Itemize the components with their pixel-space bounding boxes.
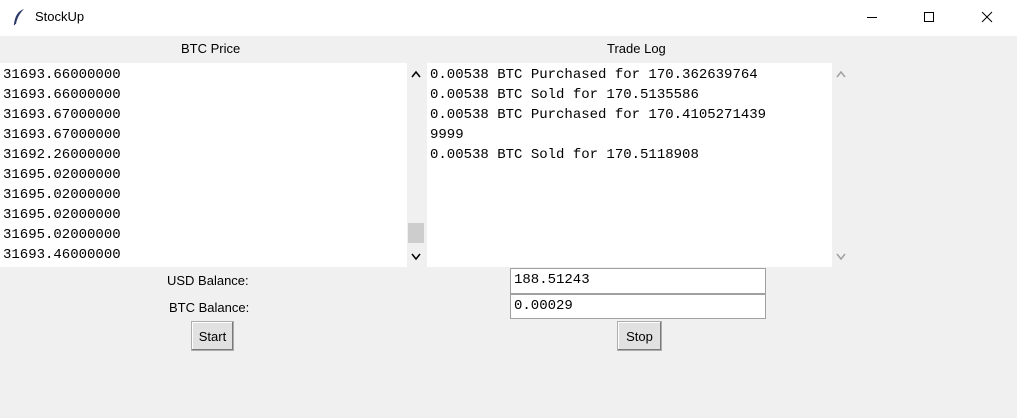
stop-button[interactable]: Stop [617,321,662,351]
feather-icon [13,9,24,26]
list-item: 31692.26000000 [3,147,121,163]
list-item: 31693.67000000 [3,127,121,143]
list-item: 31693.66000000 [3,67,121,83]
list-item: 31695.02000000 [3,207,121,223]
trade-log-scrollbar[interactable] [832,63,850,267]
list-item: 0.00538 BTC Sold for 170.5118908 [430,147,699,163]
usd-balance-label: USD Balance: [167,273,249,288]
trade-log-label: Trade Log [607,41,666,56]
start-button[interactable]: Start [191,321,234,351]
chevron-up-icon [410,70,421,77]
scroll-down-arrow[interactable] [832,248,849,265]
list-item: 0.00538 BTC Purchased for 170.4105271439 [430,107,767,123]
list-item: 31693.66000000 [3,87,121,103]
usd-balance-field[interactable]: 188.51243 [510,268,766,294]
list-item: 0.00538 BTC Sold for 170.5135586 [430,87,699,103]
chevron-up-icon [835,70,846,77]
btc-price-label: BTC Price [181,41,241,56]
close-button[interactable] [958,0,1016,33]
minimize-button[interactable] [843,0,901,33]
close-icon [981,11,993,22]
list-item: 31693.67000000 [3,107,121,123]
btc-balance-field[interactable]: 0.00029 [510,294,766,319]
maximize-icon [924,11,934,22]
list-item: 31695.02000000 [3,167,121,183]
scroll-up-arrow[interactable] [407,65,424,82]
list-item: 9999 [430,127,464,143]
btc-balance-label: BTC Balance: [169,300,250,315]
list-item: 31693.46000000 [3,247,121,263]
minimize-icon [867,16,877,18]
scroll-thumb[interactable] [408,223,424,243]
maximize-button[interactable] [900,0,958,33]
trade-log-list[interactable]: 0.00538 BTC Purchased for 170.362639764 0… [427,63,832,267]
chevron-down-icon [410,253,421,260]
window-title: StockUp [35,9,85,24]
list-item: 0.00538 BTC Purchased for 170.362639764 [430,67,758,83]
list-item: 31695.02000000 [3,187,121,203]
scroll-up-arrow[interactable] [832,65,849,82]
list-item: 31695.02000000 [3,227,121,243]
btc-price-scrollbar[interactable] [407,63,425,267]
scroll-down-arrow[interactable] [407,248,424,265]
chevron-down-icon [835,253,846,260]
title-bar: StockUp [0,0,1017,36]
btc-price-list[interactable]: 31693.66000000 31693.66000000 31693.670000… [0,63,407,267]
